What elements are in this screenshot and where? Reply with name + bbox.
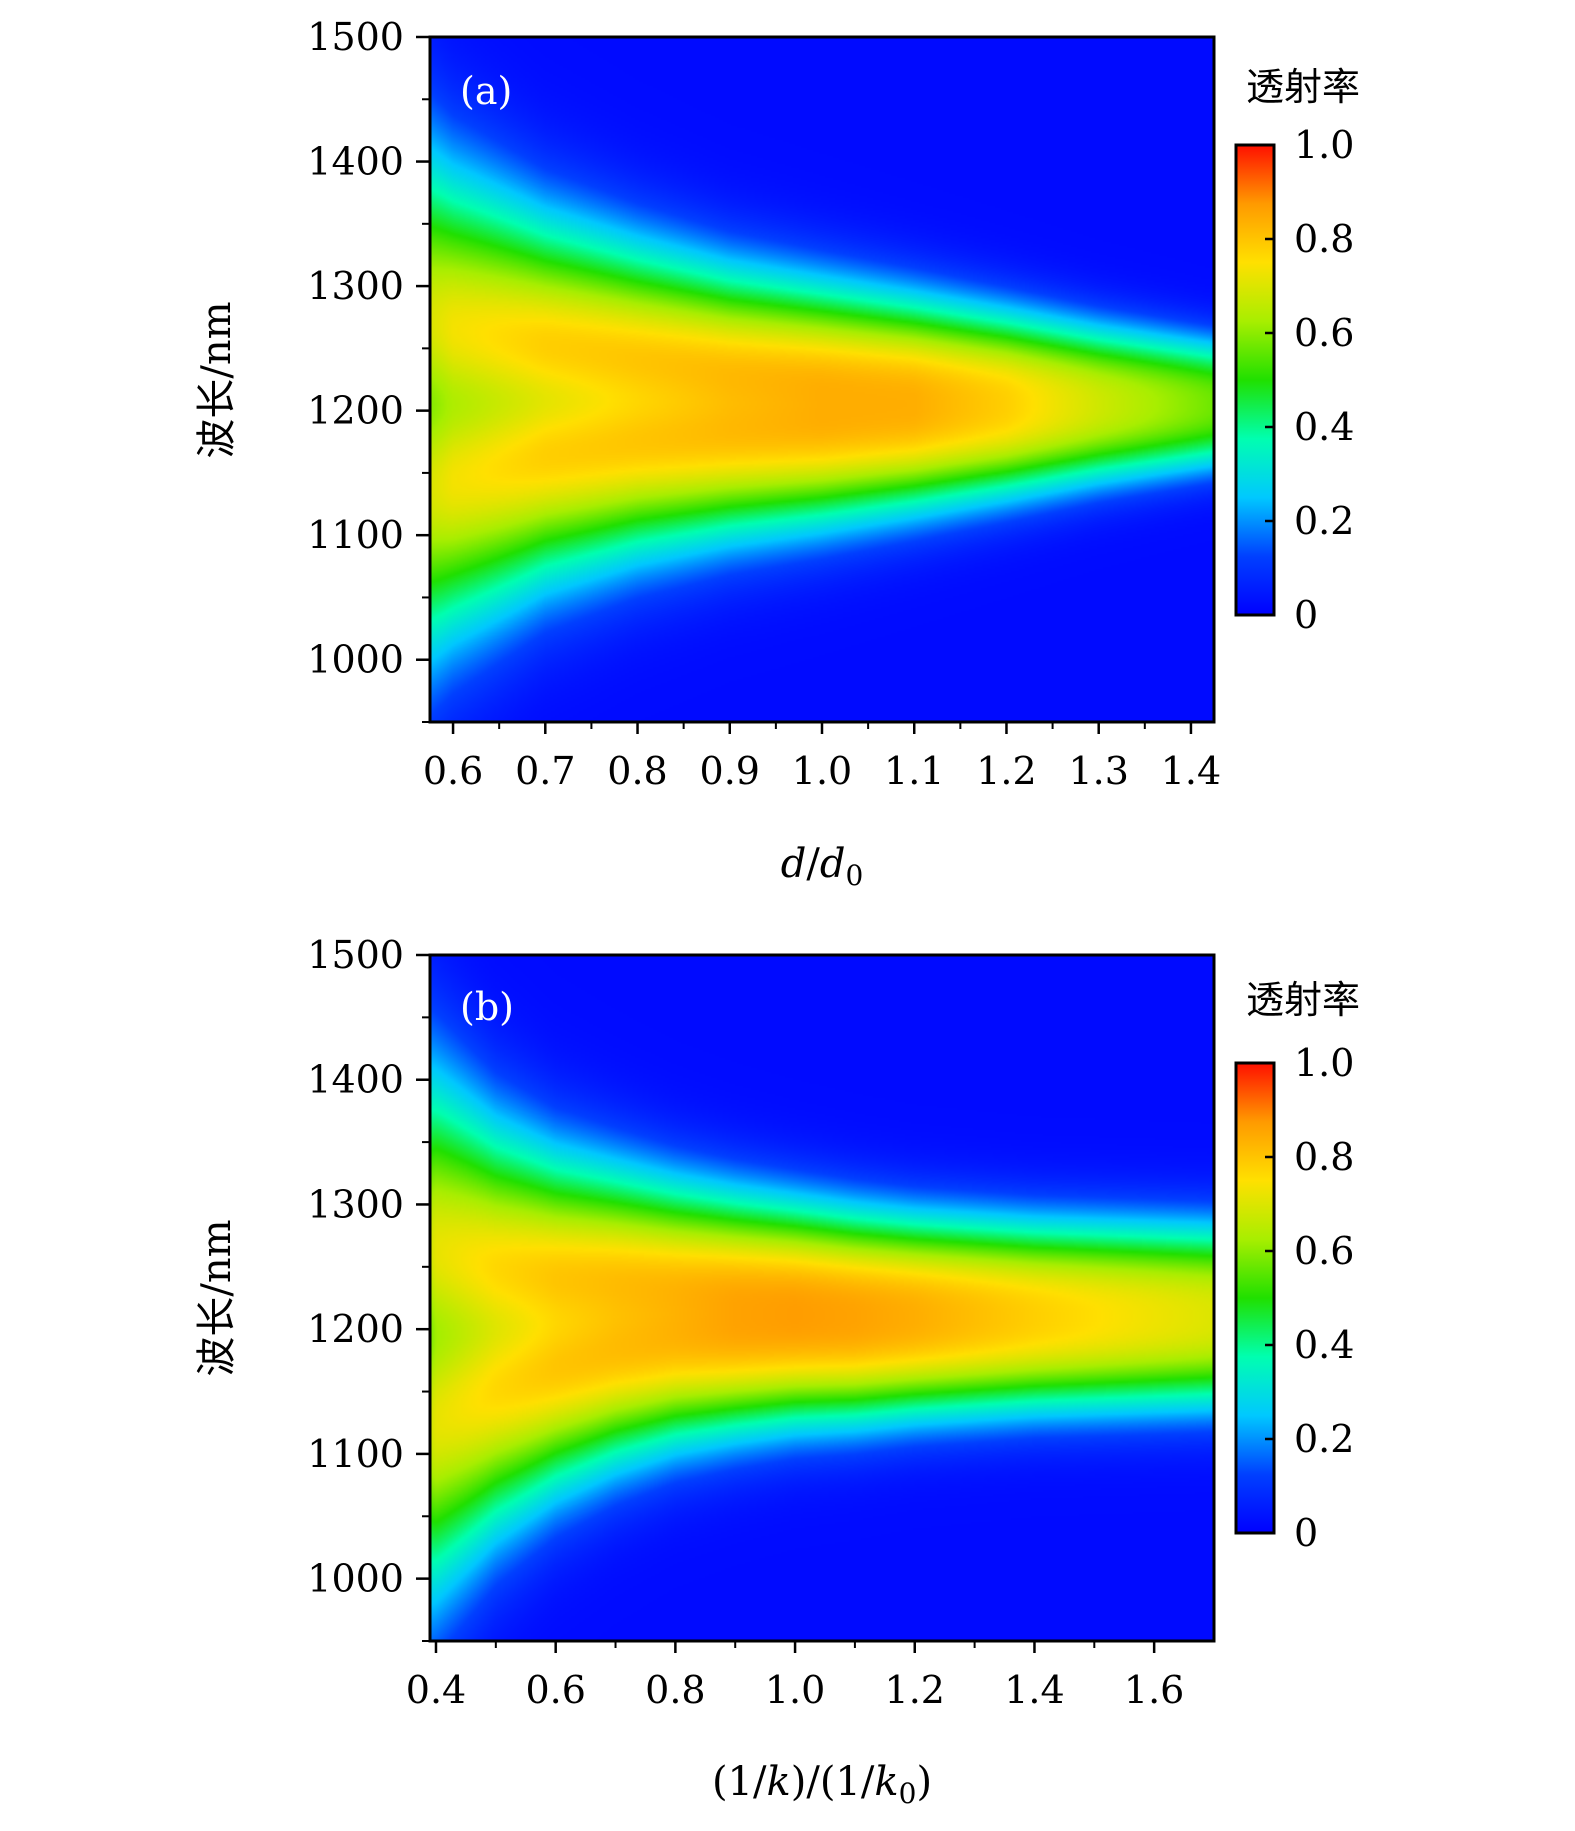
colorbar-tick-label: 0.4 <box>1294 405 1354 449</box>
colorbar-a <box>1234 143 1276 617</box>
y-axis-a: 1000 1100 1200 1300 1400 1500 <box>307 15 430 723</box>
heatmap-a <box>430 37 1214 722</box>
x-tick-label: 1.4 <box>1161 749 1221 793</box>
colorbar-tick-label: 0 <box>1294 1511 1318 1555</box>
colorbar-tick-label: 0.2 <box>1294 1417 1354 1461</box>
y-tick-label: 1300 <box>307 1182 404 1226</box>
x-tick-label: 0.6 <box>525 1668 585 1712</box>
panel-label-a: (a) <box>460 69 512 113</box>
x-tick-label: 1.0 <box>765 1668 825 1712</box>
panel-b: (b) 0.4 0.6 0.8 1.0 1.2 1.4 1.6 1000 1100 1200 13… <box>194 933 1360 1810</box>
y-tick-label: 1200 <box>307 1307 404 1351</box>
y-axis-title-b: 波长/nm <box>194 1219 240 1376</box>
x-tick-label: 0.8 <box>645 1668 705 1712</box>
x-tick-label: 0.4 <box>406 1668 466 1712</box>
colorbar-tick-label: 0.6 <box>1294 1229 1354 1273</box>
colorbar-tick-label: 0.8 <box>1294 1135 1354 1179</box>
colorbar-title-b: 透射率 <box>1246 978 1360 1022</box>
colorbar-tick-label: 1.0 <box>1294 1041 1354 1085</box>
panel-label-b: (b) <box>460 985 514 1029</box>
colorbar-ticks-b: 0 0.2 0.4 0.6 0.8 1.0 <box>1265 1041 1354 1555</box>
colorbar-tick-label: 0.2 <box>1294 499 1354 543</box>
colorbar-tick-label: 0.6 <box>1294 311 1354 355</box>
colorbar-tick-label: 0.4 <box>1294 1323 1354 1367</box>
colorbar-tick-label: 0.8 <box>1294 217 1354 261</box>
y-tick-label: 1000 <box>307 638 404 682</box>
heatmap-b <box>430 955 1214 1641</box>
y-tick-label: 1000 <box>307 1557 404 1601</box>
panel-a: (a) 0.6 0.7 0.8 0.9 1.0 1.1 1.2 1.3 1.4 1000 1100… <box>194 15 1360 892</box>
x-tick-label: 1.6 <box>1124 1668 1184 1712</box>
y-axis-b: 1000 1100 1200 1300 1400 1500 <box>307 933 430 1642</box>
y-tick-label: 1200 <box>307 389 404 433</box>
colorbar-tick-label: 0 <box>1294 593 1318 637</box>
x-axis-title-a: d/d0 <box>781 841 864 892</box>
colorbar-b <box>1234 1061 1276 1535</box>
x-tick-label: 1.2 <box>885 1668 945 1712</box>
y-tick-label: 1100 <box>307 1432 404 1476</box>
x-axis-a: 0.6 0.7 0.8 0.9 1.0 1.1 1.2 1.3 1.4 <box>423 722 1221 793</box>
x-tick-label: 0.9 <box>700 749 760 793</box>
x-tick-label: 0.6 <box>423 749 483 793</box>
x-tick-label: 1.3 <box>1068 749 1128 793</box>
colorbar-title-a: 透射率 <box>1246 65 1360 109</box>
x-axis-b: 0.4 0.6 0.8 1.0 1.2 1.4 1.6 <box>406 1641 1184 1712</box>
y-axis-title-a: 波长/nm <box>194 301 240 458</box>
y-tick-label: 1500 <box>307 933 404 977</box>
x-tick-label: 1.0 <box>792 749 852 793</box>
x-tick-label: 1.1 <box>884 749 944 793</box>
x-tick-label: 0.7 <box>515 749 575 793</box>
x-tick-label: 0.8 <box>607 749 667 793</box>
x-tick-label: 1.2 <box>976 749 1036 793</box>
x-tick-label: 1.4 <box>1004 1668 1064 1712</box>
x-axis-title-b: (1/k)/(1/k0) <box>712 1759 932 1810</box>
y-tick-label: 1400 <box>307 140 404 184</box>
y-tick-label: 1100 <box>307 513 404 557</box>
colorbar-tick-label: 1.0 <box>1294 123 1354 167</box>
y-tick-label: 1300 <box>307 264 404 308</box>
colorbar-ticks-a: 0 0.2 0.4 0.6 0.8 1.0 <box>1265 123 1354 637</box>
y-tick-label: 1400 <box>307 1058 404 1102</box>
y-tick-label: 1500 <box>307 15 404 59</box>
plot-frame-b <box>428 953 1216 1643</box>
